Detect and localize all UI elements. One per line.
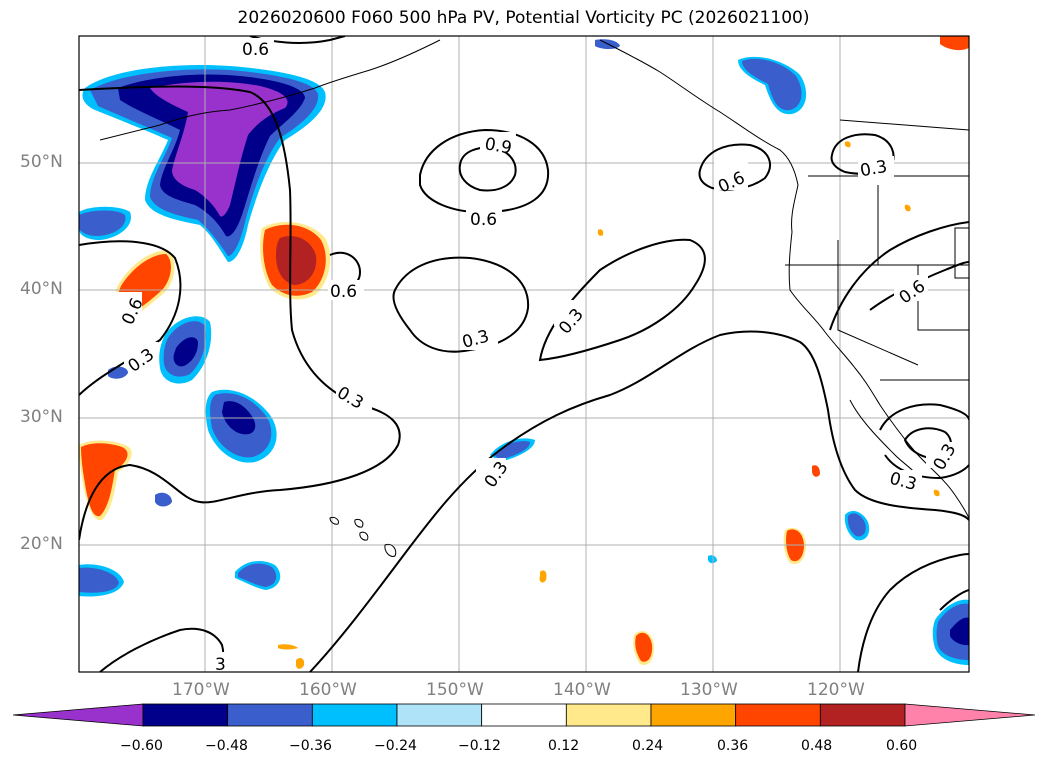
colorbar-tick: −0.36 bbox=[289, 738, 332, 754]
lon-label-160w: 160°W bbox=[299, 680, 357, 700]
colorbar-tick: −0.48 bbox=[205, 738, 248, 754]
colorbar-extend-low bbox=[12, 703, 144, 727]
contour-label: 0.9 bbox=[483, 134, 513, 158]
colorbar-extend-high bbox=[904, 703, 1036, 727]
contour-label: 3 bbox=[215, 655, 226, 675]
contour-label-backgrounds bbox=[112, 38, 954, 672]
colorbar-segment bbox=[142, 703, 229, 727]
contour-label: 0.6 bbox=[470, 210, 497, 230]
colorbar-tick: −0.12 bbox=[458, 738, 501, 754]
contour-label: 0.6 bbox=[330, 282, 357, 302]
graticule bbox=[79, 36, 969, 672]
lon-label-140w: 140°W bbox=[553, 680, 611, 700]
colorbar-tick: −0.60 bbox=[120, 738, 163, 754]
colorbar-segment bbox=[565, 703, 652, 727]
colorbar-tick: 0.24 bbox=[632, 738, 664, 754]
colorbar bbox=[12, 703, 1036, 727]
colorbar-segment bbox=[650, 703, 737, 727]
lat-label-20n: 20°N bbox=[20, 534, 63, 554]
contour-label: 0.3 bbox=[859, 157, 889, 181]
lat-label-30n: 30°N bbox=[20, 407, 63, 427]
coastlines bbox=[99, 39, 969, 557]
colorbar-segment bbox=[819, 703, 906, 727]
colorbar-segment bbox=[396, 703, 483, 727]
lon-label-120w: 120°W bbox=[807, 680, 865, 700]
lat-label-50n: 50°N bbox=[20, 152, 63, 172]
colorbar-tick: −0.24 bbox=[374, 738, 417, 754]
pv-contours bbox=[79, 36, 969, 672]
map-frame bbox=[78, 35, 970, 673]
map-title: 2026020600 F060 500 hPa PV, Potential Vo… bbox=[237, 8, 810, 28]
colorbar-segment bbox=[735, 703, 821, 727]
colorbar-tick: 0.12 bbox=[548, 738, 580, 754]
colorbar-tick: 0.48 bbox=[801, 738, 833, 754]
lat-label-40n: 40°N bbox=[20, 279, 63, 299]
colorbar-tick: 0.60 bbox=[886, 738, 918, 754]
colorbar-segment bbox=[481, 703, 567, 727]
lon-label-150w: 150°W bbox=[426, 680, 484, 700]
colorbar-segment bbox=[311, 703, 398, 727]
colorbar-segment bbox=[227, 703, 313, 727]
pv-shading bbox=[79, 36, 969, 669]
colorbar-tick: 0.36 bbox=[717, 738, 749, 754]
lon-label-170w: 170°W bbox=[172, 680, 230, 700]
contour-label: 0.6 bbox=[242, 40, 269, 60]
lon-label-130w: 130°W bbox=[680, 680, 738, 700]
